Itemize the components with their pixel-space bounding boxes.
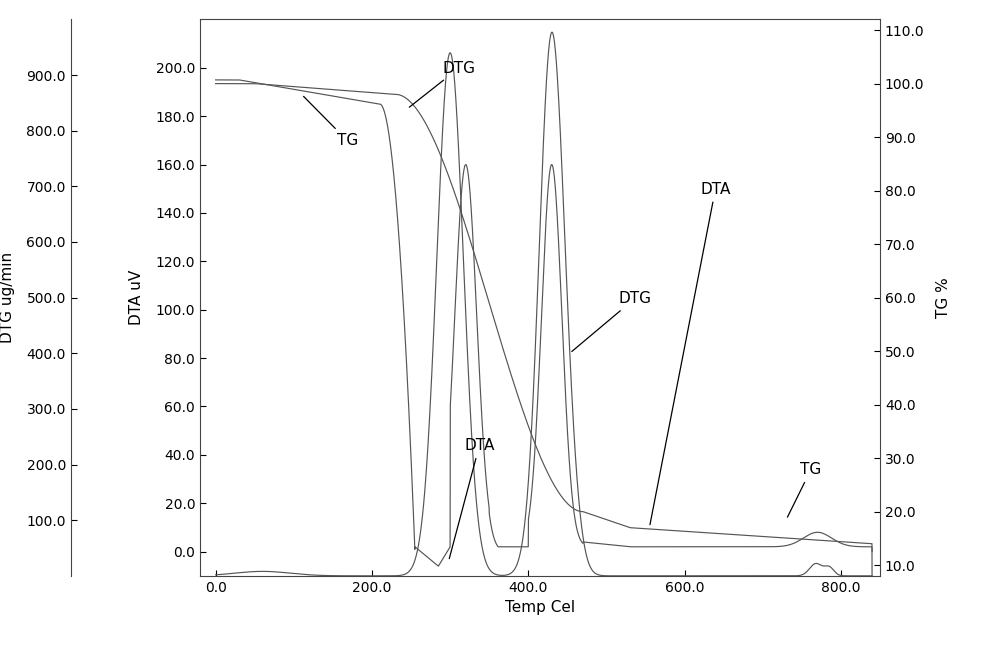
- Text: DTG: DTG: [572, 291, 651, 351]
- Y-axis label: TG %: TG %: [936, 278, 951, 318]
- Text: DTG: DTG: [409, 61, 475, 107]
- Y-axis label: DTA uV: DTA uV: [129, 270, 144, 325]
- Y-axis label: DTG ug/min: DTG ug/min: [0, 252, 15, 343]
- Text: DTA: DTA: [449, 438, 495, 558]
- Text: DTA: DTA: [650, 182, 731, 525]
- Text: TG: TG: [787, 462, 822, 517]
- Text: TG: TG: [304, 96, 358, 148]
- X-axis label: Temp Cel: Temp Cel: [505, 600, 575, 615]
